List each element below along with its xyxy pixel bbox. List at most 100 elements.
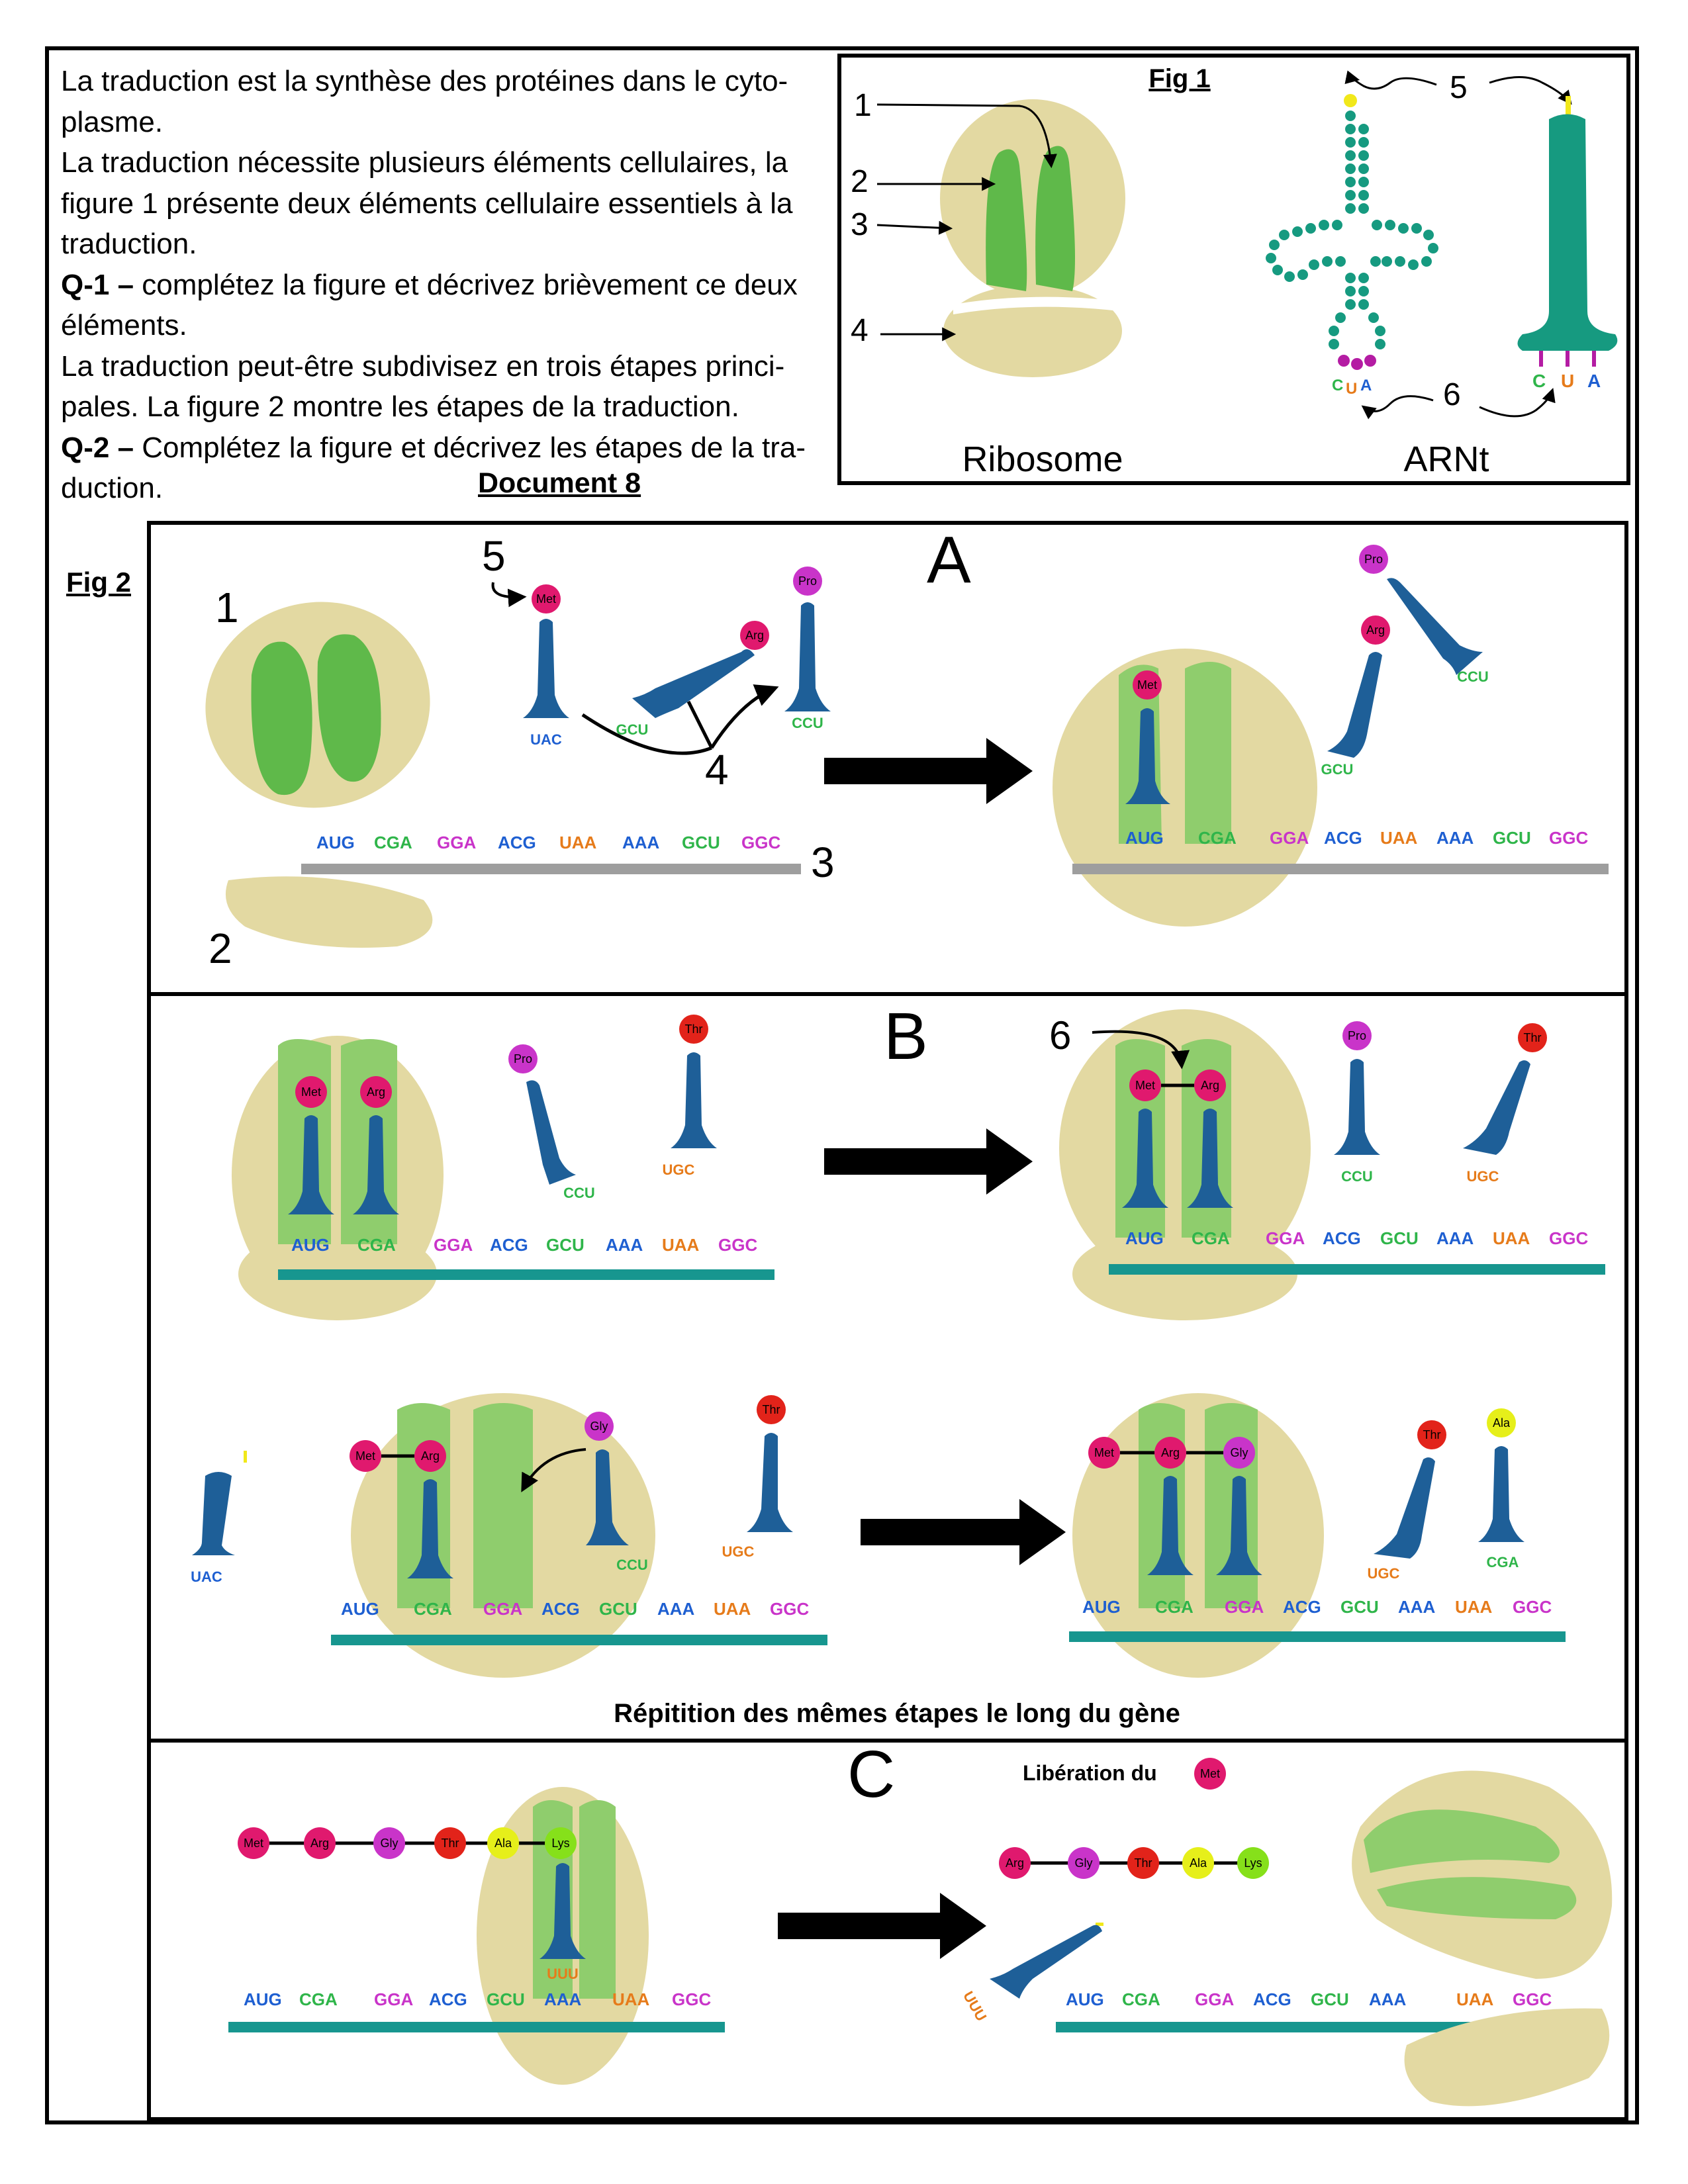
panel-b-ribosome-2-aa: Met Arg [1135,1079,1219,1092]
panel-a-trna-met [523,584,569,718]
svg-text:Arg: Arg [1161,1446,1180,1459]
fig1-number-labels: 1 2 3 4 5 6 [851,70,1468,412]
panel-a-mrna-left [301,864,801,874]
svg-text:Thr: Thr [1524,1031,1542,1044]
svg-text:1: 1 [215,584,239,631]
svg-text:CCU: CCU [616,1557,648,1573]
svg-text:Lys: Lys [1244,1856,1262,1870]
svg-text:CGA: CGA [357,1235,396,1255]
panel-c-step-arrow [778,1893,986,1959]
svg-text:ACG: ACG [1253,1989,1291,2009]
panel-a-step-arrow [824,738,1033,804]
panel-b-codons-3: AUG CGA GGA ACG GCU AAA UAA GGC [341,1599,809,1619]
svg-text:GCU: GCU [487,1989,525,2009]
svg-text:UAA: UAA [714,1599,751,1619]
svg-text:AUG: AUG [1125,828,1164,848]
panel-a-right-anticodons: GCU CCU [1321,668,1489,778]
panel-a-trna-arg [632,621,769,718]
panel-b-row2-right-aa: Met Arg Gly Thr Ala [1094,1416,1511,1459]
svg-text:UGC: UGC [1467,1168,1499,1185]
svg-text:GGA: GGA [1270,828,1309,848]
fig1-cloverleaf-anticodon: C U A [1332,377,1372,398]
svg-text:AAA: AAA [544,1989,582,2009]
svg-text:Gly: Gly [1231,1446,1248,1459]
svg-text:UGC: UGC [722,1543,755,1560]
panel-a-letter: A [927,523,971,597]
svg-text:CCU: CCU [1341,1168,1373,1185]
question-2: Q-2 – Complétez la figure et décrivez le… [61,431,806,505]
svg-text:UGC: UGC [1368,1565,1400,1582]
svg-text:CGA: CGA [1487,1554,1519,1570]
fig1-ribosome [940,99,1125,377]
svg-text:UAC: UAC [530,731,562,748]
panel-a-right-aa-met: Met [1137,678,1157,692]
svg-text:GCU: GCU [1321,761,1354,778]
svg-text:GGA: GGA [1225,1597,1264,1617]
svg-text:Pro: Pro [1364,553,1383,566]
svg-text:AAA: AAA [1436,1228,1474,1248]
svg-text:AUG: AUG [1066,1989,1104,2009]
svg-text:UAA: UAA [662,1235,700,1255]
svg-text:Met: Met [1094,1446,1114,1459]
svg-text:CCU: CCU [792,715,823,731]
panel-b-free-trnas-1 [508,1015,717,1185]
panel-b-ribosome-4 [1069,1393,1566,1678]
panel-a-trna-pro [784,567,831,711]
panel-c-released-anticodon: UUU [960,1988,990,2024]
svg-text:CGA: CGA [1192,1228,1230,1248]
svg-text:Ala: Ala [494,1837,512,1850]
svg-text:C: C [1532,371,1546,391]
panel-b-ribosome-1 [232,1036,774,1320]
aa-arg: Arg [745,629,764,642]
svg-text:GCU: GCU [616,721,649,738]
panel-c-letter: C [847,1737,895,1811]
panel-b-codons-1: AUG CGA GGA ACG GCU AAA UAA GGC [291,1235,757,1255]
svg-text:Thr: Thr [442,1837,459,1850]
svg-text:Arg: Arg [1006,1856,1024,1870]
question-1: Q-1 – complétez la figure et décrivez br… [61,268,798,342]
svg-text:AUG: AUG [244,1989,282,2009]
panel-a-aa-labels: Met Arg Pro [536,574,817,642]
panel-c-liberation-met-circle [1194,1758,1226,1790]
document-title: Document 8 [478,467,641,499]
question-2-label: Q-2 – [61,431,134,464]
svg-text:U: U [1561,371,1574,391]
svg-text:AAA: AAA [1436,828,1474,848]
aa-pro: Pro [798,574,817,588]
svg-text:Pro: Pro [514,1052,532,1066]
panel-b-row2-left-anticodons: UAC CCU UGC [191,1543,754,1585]
svg-text:Arg: Arg [310,1837,329,1850]
outer-frame [45,46,1639,2124]
panel-c-chain-released-labels: Arg Gly Thr Ala Lys [1006,1856,1262,1870]
panel-a-right-free-trnas [1327,545,1483,758]
fig1-pointer-arrows [876,70,1572,420]
svg-text:GGA: GGA [374,1989,413,2009]
svg-text:CGA: CGA [1155,1597,1194,1617]
svg-text:AUG: AUG [1125,1228,1164,1248]
panel-a-free-ribosome [205,602,433,948]
svg-text:UGC: UGC [663,1161,695,1178]
intro-paragraph-1: La traduction est la synthèse des protéi… [61,65,788,138]
svg-text:ACG: ACG [498,833,536,852]
svg-text:ACG: ACG [490,1235,528,1255]
svg-text:UAA: UAA [1456,1989,1494,2009]
svg-text:GCU: GCU [1340,1597,1379,1617]
panel-c-liberation-met: Met [1200,1767,1220,1780]
panel-b-row2-right-anticodons: UGC CGA [1368,1554,1519,1582]
svg-text:ACG: ACG [1323,1228,1361,1248]
fig1-number-1: 1 [854,88,872,123]
svg-text:AAA: AAA [657,1599,695,1619]
intro-text: La traduction est la synthèse des protéi… [61,61,835,509]
svg-text:Met: Met [1135,1079,1155,1092]
fig1-trna-cloverleaf [1266,94,1438,370]
svg-text:GCU: GCU [682,833,720,852]
intro-paragraph-3: La traduction peut-être subdivisez en tr… [61,349,785,424]
svg-text:GCU: GCU [1311,1989,1349,2009]
svg-text:UAA: UAA [559,833,597,852]
svg-text:Thr: Thr [1423,1428,1441,1441]
svg-text:AUG: AUG [1082,1597,1121,1617]
svg-text:ACG: ACG [541,1599,580,1619]
svg-text:Arg: Arg [1366,623,1385,637]
svg-text:A: A [1360,377,1372,394]
fig1-number-4: 4 [851,313,868,348]
